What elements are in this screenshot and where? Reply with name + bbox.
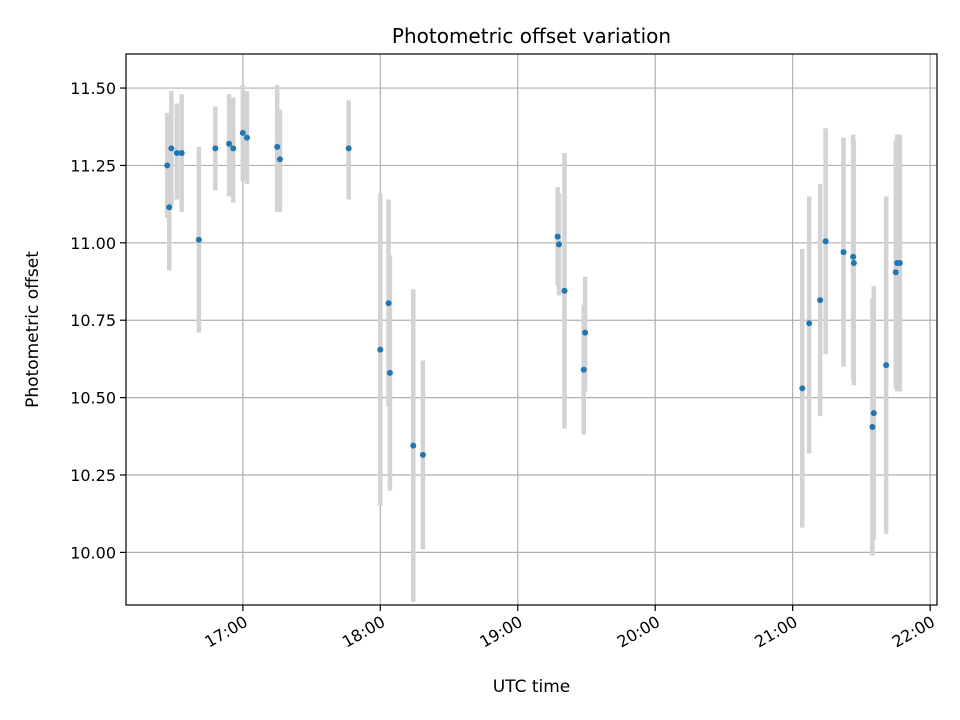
data-point — [817, 297, 824, 304]
data-point — [419, 451, 426, 458]
data-point — [896, 259, 903, 266]
data-point — [385, 300, 392, 307]
data-point — [168, 145, 175, 152]
y-tick-label: 10.00 — [70, 543, 116, 562]
plot-area-frame — [125, 53, 938, 606]
y-tick-label: 10.50 — [70, 389, 116, 408]
data-point — [799, 385, 806, 392]
data-point — [243, 134, 250, 141]
data-point — [212, 145, 219, 152]
data-point — [377, 346, 384, 353]
data-point — [580, 366, 587, 373]
data-point — [164, 162, 171, 169]
data-points — [164, 129, 903, 458]
data-point — [276, 156, 283, 163]
data-point — [386, 369, 393, 376]
data-point — [274, 143, 281, 150]
chart-title: Photometric offset variation — [392, 24, 671, 48]
y-tick-label: 10.75 — [70, 311, 116, 330]
data-point — [555, 241, 562, 248]
data-point — [822, 238, 829, 245]
data-point — [806, 320, 813, 327]
data-point — [230, 145, 237, 152]
y-tick-label: 11.25 — [70, 156, 116, 175]
data-point — [166, 204, 173, 211]
y-axis-ticks: 10.00 10.25 10.50 10.75 11.00 11.25 11.50 — [70, 79, 126, 562]
data-point — [239, 129, 246, 136]
data-point — [561, 287, 568, 294]
data-point — [892, 269, 899, 276]
y-axis-label: Photometric offset — [23, 251, 43, 408]
data-point — [883, 362, 890, 369]
data-point — [226, 140, 233, 147]
data-point — [410, 442, 417, 449]
data-point — [582, 329, 589, 336]
y-tick-label: 11.00 — [70, 234, 116, 253]
data-point — [173, 150, 180, 157]
y-tick-label: 10.25 — [70, 466, 116, 485]
data-point — [869, 424, 876, 431]
y-tick-label: 11.50 — [70, 79, 116, 98]
x-axis-label: UTC time — [493, 677, 571, 697]
data-point — [554, 233, 561, 240]
data-point — [870, 410, 877, 417]
data-point — [345, 145, 352, 152]
data-point — [178, 150, 185, 157]
data-point — [850, 259, 857, 266]
data-point — [850, 253, 857, 260]
data-point — [840, 249, 847, 256]
data-point — [195, 236, 202, 243]
